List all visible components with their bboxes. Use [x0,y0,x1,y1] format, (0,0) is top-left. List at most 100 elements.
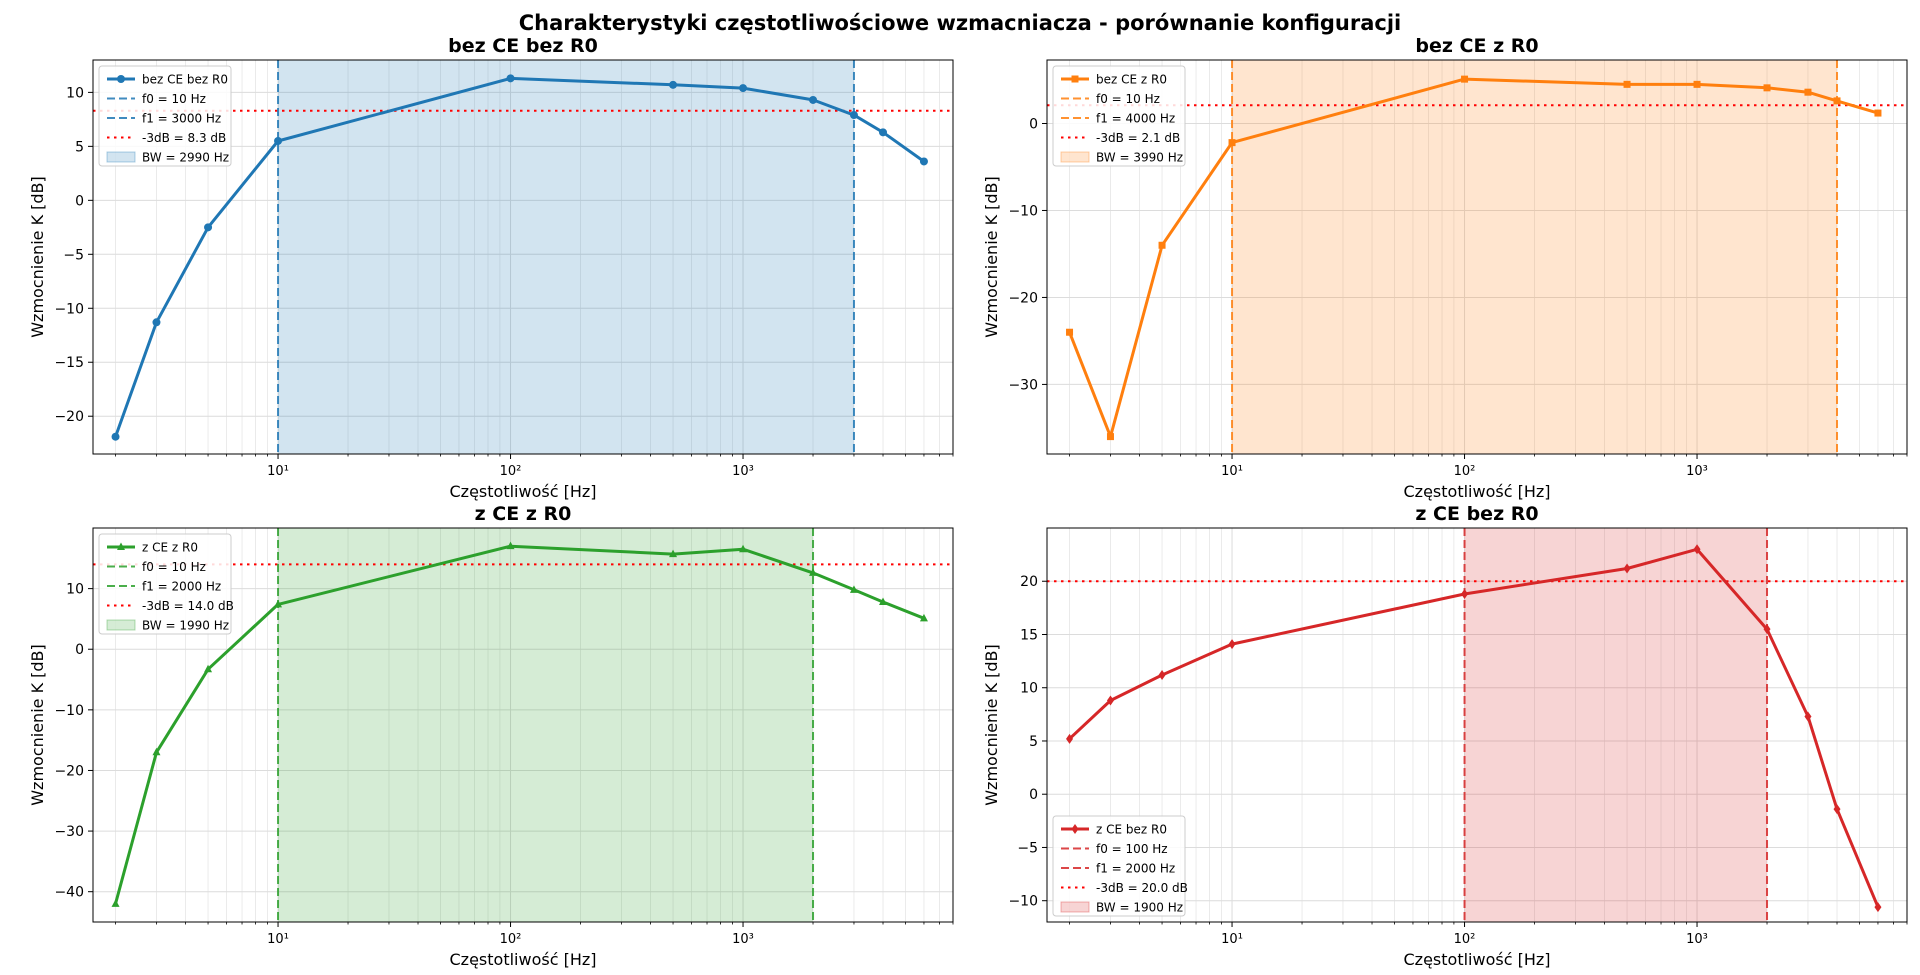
data-point [879,128,888,137]
axes-frame [1046,59,1908,455]
x-axis-label: Częstotliwość [Hz] [450,482,597,501]
y-tick-label: −40 [54,885,84,901]
data-point [506,74,515,83]
legend-label: bez CE bez R0 [142,73,228,87]
data-point [669,549,678,558]
legend-label: BW = 1900 Hz [1096,901,1183,915]
legend-box [98,533,232,635]
data-point [204,664,213,673]
y-tick-label: −20 [1008,290,1038,306]
subplot-4: 10¹ 10² 10³ −10 −5 0 5 10 15 20 z CE bez R0 Częstot… [982,503,1908,969]
data-point [1833,804,1841,815]
x-axis-label: Częstotliwość [Hz] [450,950,597,969]
data-point [1228,639,1236,650]
y-axis-label: Wzmocnienie K [dB] [982,644,1001,806]
data-point [1158,241,1166,249]
data-point [1158,669,1166,680]
y-tick-label: 15 [1020,627,1038,643]
legend: z CE z R0 f0 = 10 Hz f1 = 2000 Hz -3dB = 14… [98,533,234,635]
legend-label: f0 = 10 Hz [1096,92,1160,106]
legend-label: f1 = 2000 Hz [1096,862,1175,876]
subplots: 10¹ 10² 10³ −20 −15 −10 −5 0 5 10 bez CE bez R0 Czę… [28,35,1908,969]
data-point [152,747,161,756]
x-tick-label: 10³ [732,464,754,479]
x-tick-label: 10³ [1686,464,1708,479]
subplot-title: z CE bez R0 [1415,503,1538,525]
subplot-title: bez CE z R0 [1415,35,1538,57]
axes-frame [1046,527,1908,923]
x-tick-label: 10³ [732,932,754,947]
legend-patch-handle [106,619,136,631]
bandwidth-region [278,528,814,922]
subplot-1: 10¹ 10² 10³ −20 −15 −10 −5 0 5 10 bez CE bez R0 Czę… [28,35,954,501]
legend-label: BW = 1990 Hz [142,619,229,633]
x-tick-label: 10³ [1686,932,1708,947]
y-tick-label: 0 [75,193,84,209]
data-point [919,157,928,166]
data-point [1106,695,1114,706]
y-tick-label: −20 [54,409,84,425]
data-point [739,544,748,553]
x-tick-label: 10² [500,932,522,947]
legend-label: f1 = 4000 Hz [1096,112,1175,126]
data-point [669,80,678,89]
bandwidth-region [1232,60,1838,454]
figure-suptitle: Charakterystyki częstotliwościowe wzmacn… [519,11,1402,35]
y-tick-label: 20 [1020,574,1038,590]
data-point [1874,902,1882,913]
y-tick-label: −15 [54,355,84,371]
y-tick-label: 10 [66,582,84,598]
legend-label: -3dB = 8.3 dB [142,131,226,145]
legend-label: f0 = 100 Hz [1096,842,1168,856]
x-axis-label: Częstotliwość [Hz] [1404,482,1551,501]
y-tick-label: 10 [1020,681,1038,697]
data-point [204,223,213,232]
data-point [919,613,928,622]
y-tick-label: −10 [54,703,84,719]
legend-label: BW = 2990 Hz [142,151,229,165]
data-point [849,111,858,120]
x-tick-label: 10² [500,464,522,479]
legend-patch-handle [1060,901,1090,913]
y-tick-label: −10 [1008,203,1038,219]
legend-label: -3dB = 14.0 dB [142,599,234,613]
legend-box [1052,815,1186,917]
y-tick-label: 0 [1029,787,1038,803]
y-tick-label: 5 [75,139,84,155]
legend: z CE bez R0 f0 = 100 Hz f1 = 2000 Hz -3dB =… [1052,815,1188,917]
axes-frame [92,59,954,455]
data-point [1228,139,1236,147]
legend-label: z CE bez R0 [1096,823,1167,837]
data-point [879,597,888,605]
legend-label: -3dB = 20.0 dB [1096,881,1188,895]
y-tick-label: 0 [75,642,84,658]
axes-frame [92,527,954,923]
legend-label: f0 = 10 Hz [142,92,206,106]
data-point [809,568,818,576]
data-point [1066,328,1074,336]
legend-label: BW = 3990 Hz [1096,151,1183,165]
y-tick-label: 10 [66,85,84,101]
y-axis-label: Wzmocnienie K [dB] [982,176,1001,338]
data-point [152,318,161,327]
data-point [1623,80,1631,88]
y-tick-label: −5 [63,247,84,263]
data-point [1106,433,1114,441]
x-tick-label: 10² [1454,932,1476,947]
data-point [739,84,748,93]
legend-label: f1 = 2000 Hz [142,580,221,594]
data-point [1623,563,1631,574]
data-point [1461,589,1469,600]
y-tick-label: −30 [54,824,84,840]
data-point [274,136,283,145]
data-point [111,899,120,907]
y-axis-label: Wzmocnienie K [dB] [28,176,47,338]
bandwidth-region [278,60,854,454]
subplot-3: 10¹ 10² 10³ −40 −30 −20 −10 0 10 z CE z R0 Częstot… [28,503,954,969]
y-tick-label: 5 [1029,734,1038,750]
legend-box [1052,65,1186,167]
legend-label: f1 = 3000 Hz [142,112,221,126]
legend: bez CE z R0 f0 = 10 Hz f1 = 4000 Hz -3dB = … [1052,65,1186,167]
data-point [1804,711,1812,722]
